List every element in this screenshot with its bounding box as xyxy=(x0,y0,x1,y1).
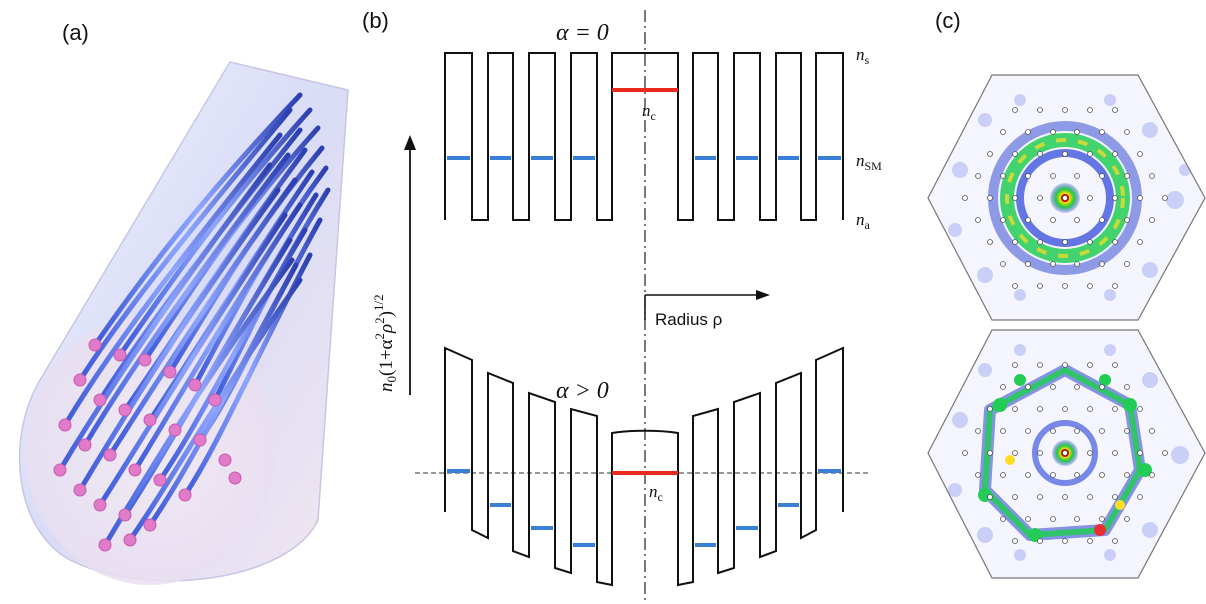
core-positions-bottom xyxy=(962,362,1168,544)
panel-c-label: (c) xyxy=(935,8,961,33)
twisted-cores xyxy=(57,92,331,548)
outer-mode-ring-bottom xyxy=(979,364,1146,541)
nsm-label: nSM xyxy=(856,151,882,173)
radius-label: Radius ρ xyxy=(655,310,722,329)
mode-map-bottom xyxy=(927,329,1206,579)
background-speckle-top xyxy=(948,94,1191,301)
mode-map-top xyxy=(927,74,1206,321)
na-label: na xyxy=(856,210,871,232)
core-positions-top xyxy=(962,107,1168,289)
bottom-index-profile xyxy=(444,346,844,587)
bottom-condition: α > 0 xyxy=(556,378,609,404)
panel-b-label: (b) xyxy=(362,8,389,33)
y-axis-label: n0(1+α2ρ2)1/2 xyxy=(371,294,399,392)
panel-a-label: (a) xyxy=(62,20,89,45)
top-index-profile xyxy=(444,52,844,221)
top-condition: α = 0 xyxy=(556,20,609,46)
panel-b: (b) α = 0 nc ns nSM na n0(1+α2ρ2)1/2 Rad… xyxy=(362,8,882,604)
panel-a: (a) xyxy=(18,20,349,585)
bottom-sm-levels xyxy=(447,469,841,547)
nc-label-top: nc xyxy=(642,101,656,123)
y-axis-arrowhead xyxy=(404,135,416,150)
nc-label-bottom: nc xyxy=(649,482,663,504)
core-end-caps xyxy=(53,338,242,552)
panel-c: (c) xyxy=(927,8,1206,579)
radius-arrowhead xyxy=(756,290,770,300)
ns-label: ns xyxy=(856,45,870,67)
background-speckle-bottom xyxy=(948,344,1189,561)
lobes-bottom xyxy=(978,374,1152,542)
